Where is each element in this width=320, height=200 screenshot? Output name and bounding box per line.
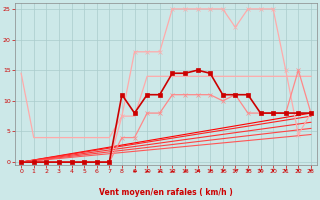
X-axis label: Vent moyen/en rafales ( km/h ): Vent moyen/en rafales ( km/h ) [99,188,233,197]
